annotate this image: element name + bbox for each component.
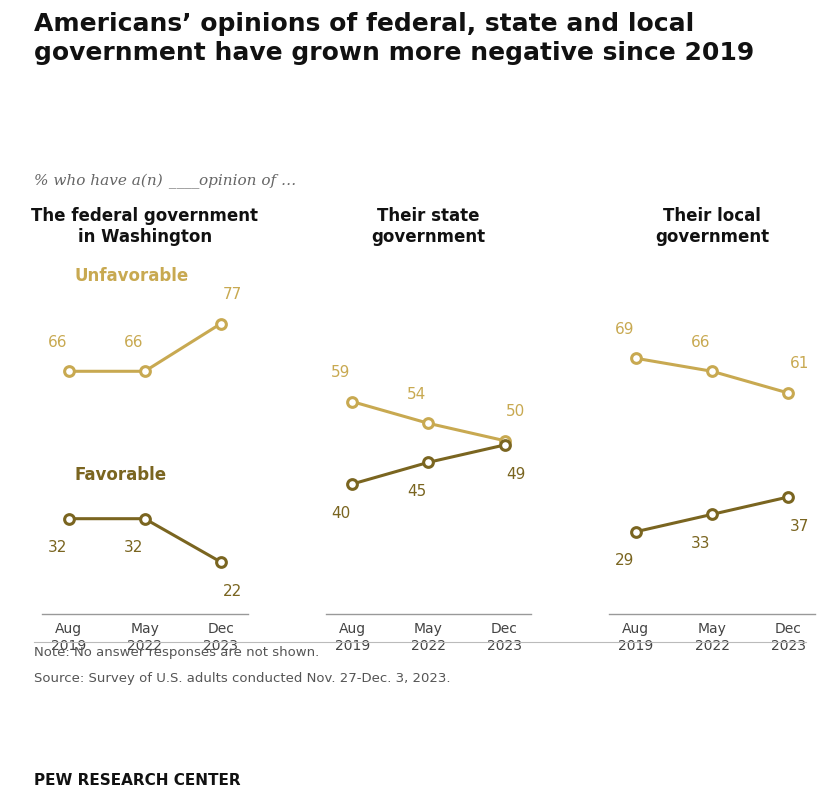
Text: PEW RESEARCH CENTER: PEW RESEARCH CENTER	[34, 772, 240, 788]
Text: 29: 29	[615, 553, 634, 568]
Text: 32: 32	[48, 541, 67, 555]
Text: Unfavorable: Unfavorable	[75, 267, 189, 285]
Text: Americans’ opinions of federal, state and local
government have grown more negat: Americans’ opinions of federal, state an…	[34, 12, 753, 65]
Text: opinion of …: opinion of …	[199, 174, 297, 187]
Text: 37: 37	[790, 519, 809, 534]
Text: 50: 50	[507, 404, 526, 419]
Text: 49: 49	[507, 467, 526, 482]
Text: Favorable: Favorable	[75, 466, 167, 484]
Text: 45: 45	[407, 484, 427, 499]
Text: 69: 69	[615, 322, 634, 337]
Text: 77: 77	[223, 287, 242, 302]
Text: 33: 33	[690, 536, 711, 551]
Text: % who have a(n): % who have a(n)	[34, 174, 162, 187]
Text: 32: 32	[123, 541, 143, 555]
Text: Note: No answer responses are not shown.: Note: No answer responses are not shown.	[34, 646, 319, 659]
Text: 54: 54	[407, 387, 427, 402]
Text: 61: 61	[790, 356, 809, 372]
Text: 66: 66	[123, 335, 143, 350]
Text: 40: 40	[331, 506, 350, 520]
Text: 59: 59	[331, 365, 350, 380]
Text: 66: 66	[48, 335, 67, 350]
Text: ____: ____	[164, 174, 204, 187]
Text: 66: 66	[690, 335, 711, 350]
Title: Their state
government: Their state government	[371, 207, 486, 246]
Title: The federal government
in Washington: The federal government in Washington	[31, 207, 258, 246]
Text: 22: 22	[223, 583, 242, 599]
Text: Source: Survey of U.S. adults conducted Nov. 27-Dec. 3, 2023.: Source: Survey of U.S. adults conducted …	[34, 672, 450, 685]
Title: Their local
government: Their local government	[655, 207, 769, 246]
